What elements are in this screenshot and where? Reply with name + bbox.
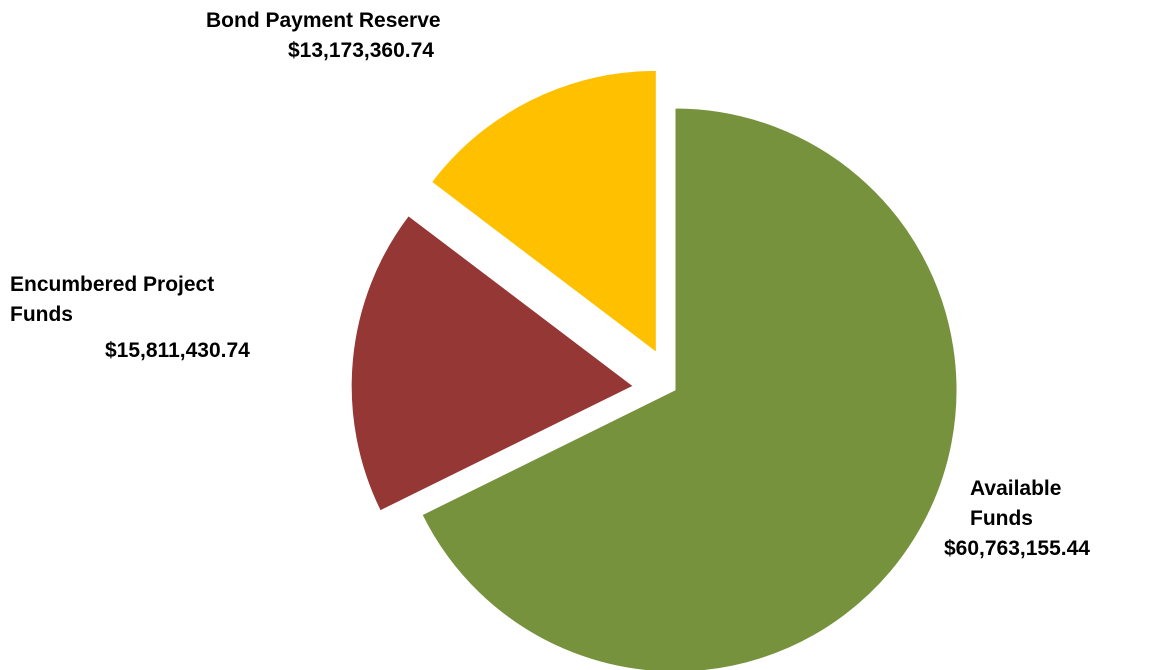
pie-slice-bond-payment-reserve	[430, 69, 657, 354]
available-funds-name-line-1: Available	[970, 477, 1062, 500]
encumbered-project-funds-name-line-1: Encumbered Project	[10, 273, 215, 296]
encumbered-project-funds-name-line-2: Funds	[10, 303, 73, 326]
available-funds-name-line-2: Funds	[970, 507, 1033, 530]
available-funds-value: $60,763,155.44	[944, 537, 1090, 560]
bond-payment-reserve-name: Bond Payment Reserve	[206, 9, 441, 32]
pie-slice-encumbered-project-funds	[350, 214, 635, 512]
encumbered-project-funds-value: $15,811,430.74	[105, 339, 250, 362]
encumbered-project-funds-label: Encumbered Project Funds $15,811,430.74	[10, 270, 330, 362]
bond-payment-reserve-label: Bond Payment Reserve $13,173,360.74	[206, 6, 506, 66]
available-funds-label: Available Funds $60,763,155.44	[944, 474, 1149, 564]
bond-payment-reserve-value: $13,173,360.74	[288, 39, 434, 62]
pie-slice-available-funds	[421, 107, 958, 670]
